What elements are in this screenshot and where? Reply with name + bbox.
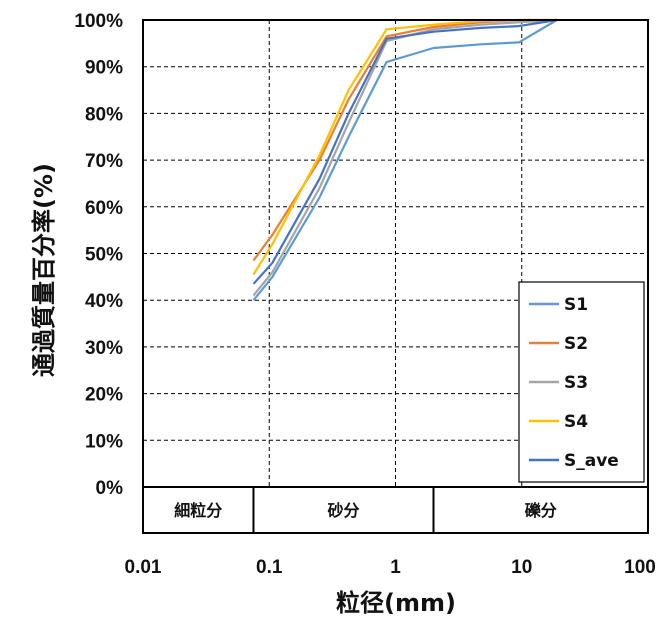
y-tick-label: 60% [85,198,123,219]
legend-label: S1 [564,295,588,315]
y-tick-label: 30% [85,338,123,359]
y-tick-label: 20% [85,385,123,406]
band-label: 細粒分 [174,501,222,520]
legend-label: S4 [564,412,588,432]
x-tick-label: 0.01 [125,557,162,578]
x-tick-label: 100 [624,557,656,578]
y-tick-label: 10% [85,431,123,452]
x-tick-label: 0.1 [256,557,283,578]
plot-frame [142,19,649,534]
grid-lines [143,20,648,487]
x-axis-title: 粒径(mm) [336,589,456,617]
series-line-s1 [252,19,558,301]
grain-fraction-bands: 細粒分 砂分 礫分 [143,486,648,533]
y-tick-label: 100% [74,11,123,32]
y-axis-title: 通過質量百分率(%) [30,163,58,377]
y-tick-labels: 0% 10% 20% 30% 40% 50% 60% 70% 80% 90% 100% [74,11,123,499]
y-tick-label: 50% [85,245,123,266]
y-tick-label: 40% [85,291,123,312]
legend: S1 S2 S3 S4 S_ave [518,281,645,483]
band-label: 砂分 [327,501,359,520]
y-tick-label: 0% [96,478,124,499]
legend-label: S3 [564,373,588,393]
series-lines [252,18,558,301]
series-line-s-ave [252,18,558,285]
x-tick-label: 10 [511,557,532,578]
legend-label: S_ave [564,451,619,471]
band-label: 礫分 [525,501,557,520]
y-tick-label: 90% [85,58,123,79]
legend-label: S2 [564,334,588,354]
x-tick-label: 1 [390,557,401,578]
y-tick-label: 80% [85,104,123,125]
y-tick-label: 70% [85,151,123,172]
x-tick-labels: 0.01 0.1 1 10 100 [125,557,656,578]
